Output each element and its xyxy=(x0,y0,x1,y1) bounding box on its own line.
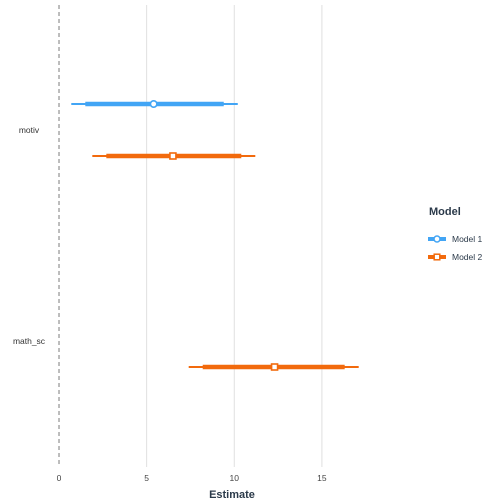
legend-title: Model xyxy=(429,206,461,218)
x-tick-label-1: 5 xyxy=(144,473,149,483)
legend-item-model-2: Model 2 xyxy=(426,248,502,266)
y-category-label-math_sc: math_sc xyxy=(13,336,46,346)
legend-key-circle-icon xyxy=(428,235,446,243)
estimate-point-0-motiv xyxy=(149,100,158,109)
x-tick-label-2: 10 xyxy=(230,473,240,483)
x-tick-label-0: 0 xyxy=(57,473,62,483)
estimate-point-1-motiv xyxy=(169,152,177,160)
legend-label-model-2: Model 2 xyxy=(452,252,483,262)
x-tick-label-3: 15 xyxy=(317,473,327,483)
legend-item-model-1: Model 1 xyxy=(426,230,502,248)
x-axis-title: Estimate xyxy=(209,489,255,501)
legend: Model Model 1 Model 2 xyxy=(426,206,502,266)
y-category-label-motiv: motiv xyxy=(19,125,40,135)
legend-key-square-icon xyxy=(428,253,446,261)
legend-label-model-1: Model 1 xyxy=(452,234,483,244)
estimate-point-1-math_sc xyxy=(270,363,279,371)
